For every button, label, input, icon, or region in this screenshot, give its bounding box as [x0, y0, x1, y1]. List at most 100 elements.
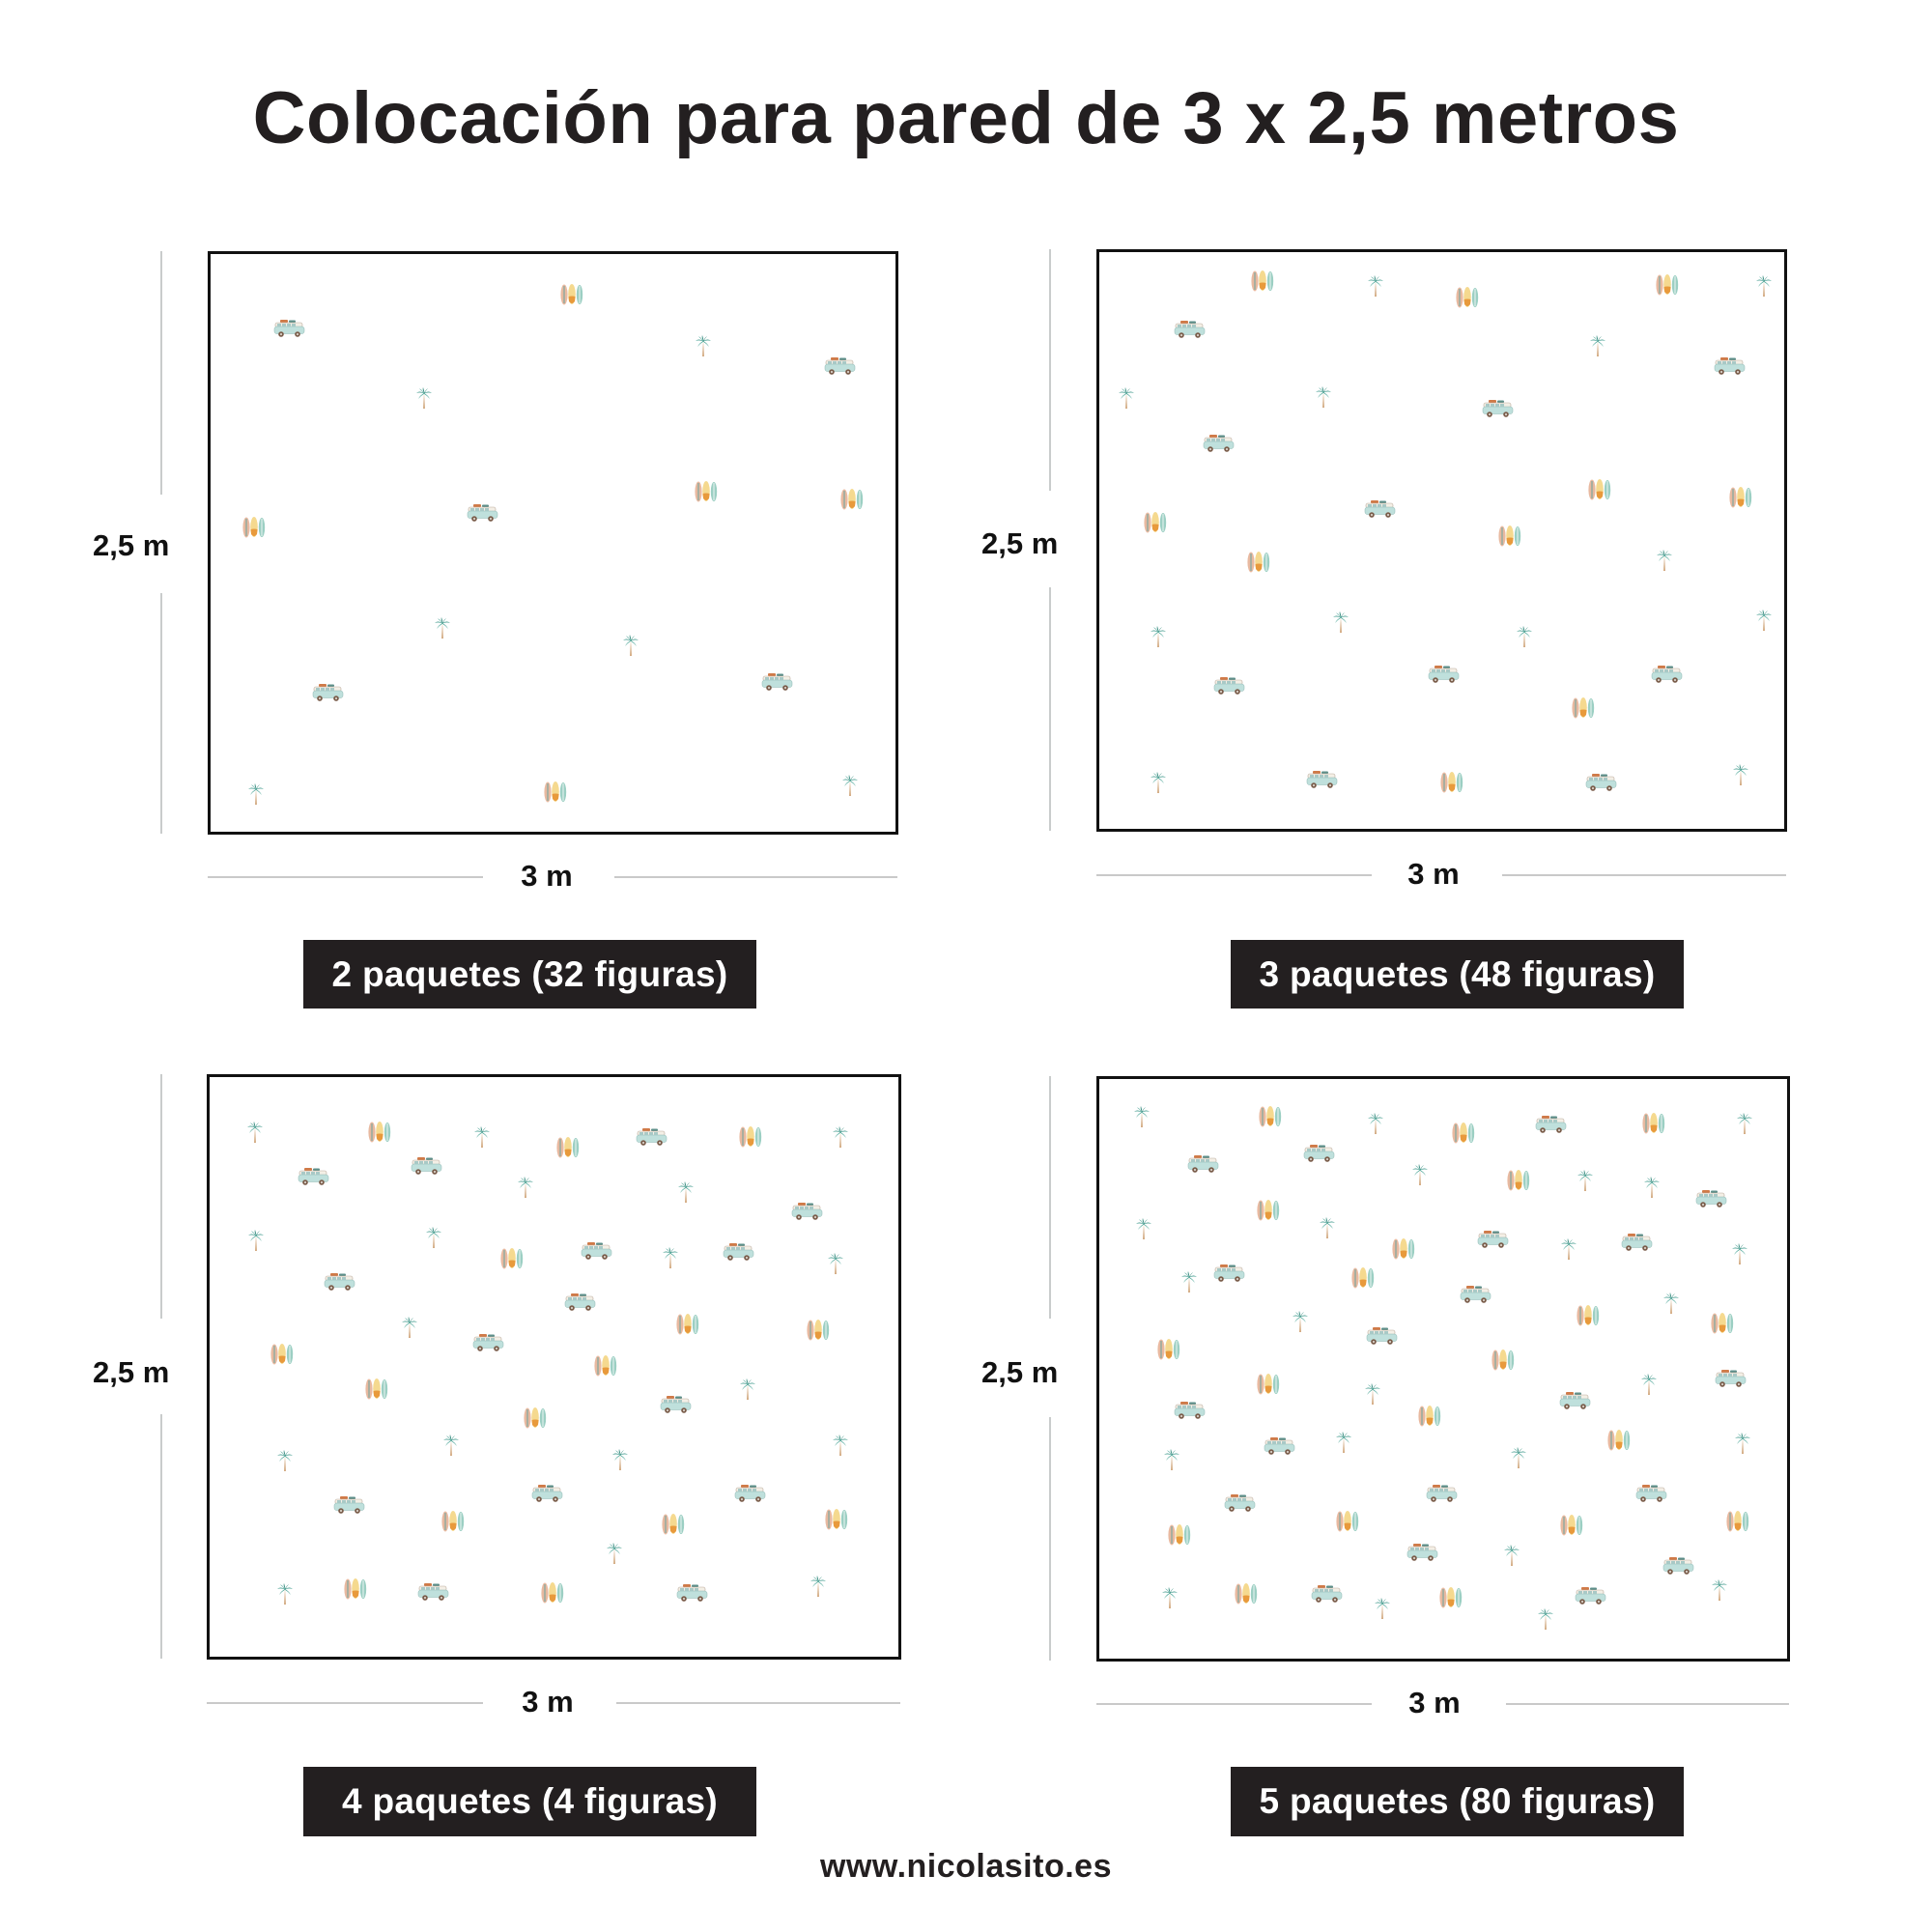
height-guide-line — [1049, 249, 1051, 491]
package-label: 4 paquetes (4 figuras) — [303, 1767, 756, 1836]
camper-van-icon — [659, 1395, 694, 1414]
surfboards-icon — [1256, 1199, 1281, 1222]
palm-tree-icon — [415, 386, 433, 410]
height-guide-line — [160, 251, 162, 495]
camper-van-icon — [1363, 499, 1398, 519]
palm-tree-icon — [1640, 1373, 1658, 1396]
palm-tree-icon — [1537, 1607, 1554, 1631]
palm-tree-icon — [1367, 274, 1384, 298]
palm-tree-icon — [1516, 625, 1533, 648]
palm-tree-icon — [1734, 1432, 1751, 1455]
width-guide-line — [1096, 1703, 1372, 1705]
camper-van-icon — [635, 1127, 669, 1147]
width-guide-line — [614, 876, 897, 878]
palm-tree-icon — [832, 1125, 849, 1149]
width-label: 3 m — [522, 1685, 574, 1719]
width-label: 3 m — [521, 859, 573, 893]
wall-panel — [1096, 249, 1787, 832]
surfboards-icon — [1350, 1266, 1376, 1290]
palm-tree-icon — [1662, 1292, 1680, 1315]
palm-tree-icon — [1161, 1586, 1179, 1609]
palm-tree-icon — [1755, 274, 1773, 298]
width-guide-line — [1502, 874, 1786, 876]
width-guide-line — [1096, 874, 1372, 876]
surfboards-icon — [1587, 478, 1612, 501]
palm-tree-icon — [246, 1121, 264, 1144]
palm-tree-icon — [1150, 625, 1167, 648]
palm-tree-icon — [1755, 609, 1773, 632]
palm-tree-icon — [1589, 334, 1606, 357]
surfboards-icon — [540, 1581, 565, 1605]
palm-tree-icon — [517, 1176, 534, 1199]
camper-van-icon — [1223, 1493, 1258, 1513]
wall-panel — [1096, 1076, 1790, 1662]
camper-van-icon — [1459, 1285, 1493, 1304]
width-guide-line — [208, 876, 483, 878]
palm-tree-icon — [276, 1582, 294, 1605]
width-guide-line — [1506, 1703, 1789, 1705]
height-guide-line — [160, 1414, 162, 1659]
camper-van-icon — [823, 356, 858, 376]
camper-van-icon — [1305, 770, 1340, 789]
camper-van-icon — [1714, 1369, 1748, 1388]
surfboards-icon — [806, 1319, 831, 1342]
camper-van-icon — [580, 1241, 614, 1261]
package-label: 3 paquetes (48 figuras) — [1231, 940, 1684, 1009]
camper-van-icon — [311, 683, 346, 702]
palm-tree-icon — [1332, 611, 1350, 634]
height-guide-line — [1049, 587, 1051, 831]
camper-van-icon — [1365, 1326, 1400, 1346]
palm-tree-icon — [611, 1448, 629, 1471]
surfboards-icon — [1167, 1523, 1192, 1547]
camper-van-icon — [297, 1167, 331, 1186]
camper-van-icon — [466, 503, 500, 523]
palm-tree-icon — [1150, 771, 1167, 794]
package-label: 5 paquetes (80 figuras) — [1231, 1767, 1684, 1836]
camper-van-icon — [332, 1495, 367, 1515]
surfboards-icon — [1143, 511, 1168, 534]
camper-van-icon — [1310, 1584, 1345, 1604]
camper-van-icon — [1620, 1233, 1655, 1252]
camper-van-icon — [1202, 434, 1236, 453]
surfboards-icon — [1234, 1582, 1259, 1605]
surfboards-icon — [1606, 1429, 1632, 1452]
surfboards-icon — [1491, 1349, 1516, 1372]
surfboards-icon — [694, 480, 719, 503]
palm-tree-icon — [739, 1378, 756, 1401]
palm-tree-icon — [810, 1575, 827, 1598]
surfboards-icon — [1655, 273, 1680, 297]
camper-van-icon — [722, 1242, 756, 1262]
surfboards-icon — [1576, 1304, 1601, 1327]
width-label: 3 m — [1407, 857, 1460, 891]
camper-van-icon — [1173, 1401, 1208, 1420]
palm-tree-icon — [1503, 1544, 1520, 1567]
surfboards-icon — [1156, 1338, 1181, 1361]
camper-van-icon — [1302, 1144, 1337, 1163]
palm-tree-icon — [1315, 385, 1332, 409]
camper-van-icon — [1212, 676, 1247, 696]
camper-van-icon — [1173, 320, 1208, 339]
camper-van-icon — [1186, 1154, 1221, 1174]
surfboards-icon — [661, 1513, 686, 1536]
camper-van-icon — [1481, 399, 1516, 418]
palm-tree-icon — [247, 1229, 265, 1252]
palm-tree-icon — [1577, 1169, 1594, 1192]
palm-tree-icon — [1118, 386, 1135, 410]
website-url: www.nicolasito.es — [820, 1848, 1112, 1885]
camper-van-icon — [1212, 1264, 1247, 1283]
surfboards-icon — [364, 1378, 389, 1401]
height-label: 2,5 m — [981, 1355, 1059, 1389]
camper-van-icon — [1574, 1586, 1608, 1605]
camper-van-icon — [1634, 1484, 1669, 1503]
palm-tree-icon — [1367, 1112, 1384, 1135]
palm-tree-icon — [425, 1226, 442, 1249]
height-guide-line — [160, 1074, 162, 1319]
palm-tree-icon — [622, 634, 639, 657]
surfboards-icon — [499, 1247, 525, 1270]
height-label: 2,5 m — [93, 528, 170, 562]
surfboards-icon — [242, 516, 267, 539]
palm-tree-icon — [1374, 1597, 1391, 1620]
surfboards-icon — [559, 283, 584, 306]
surfboards-icon — [1725, 1510, 1750, 1533]
palm-tree-icon — [1411, 1163, 1429, 1186]
